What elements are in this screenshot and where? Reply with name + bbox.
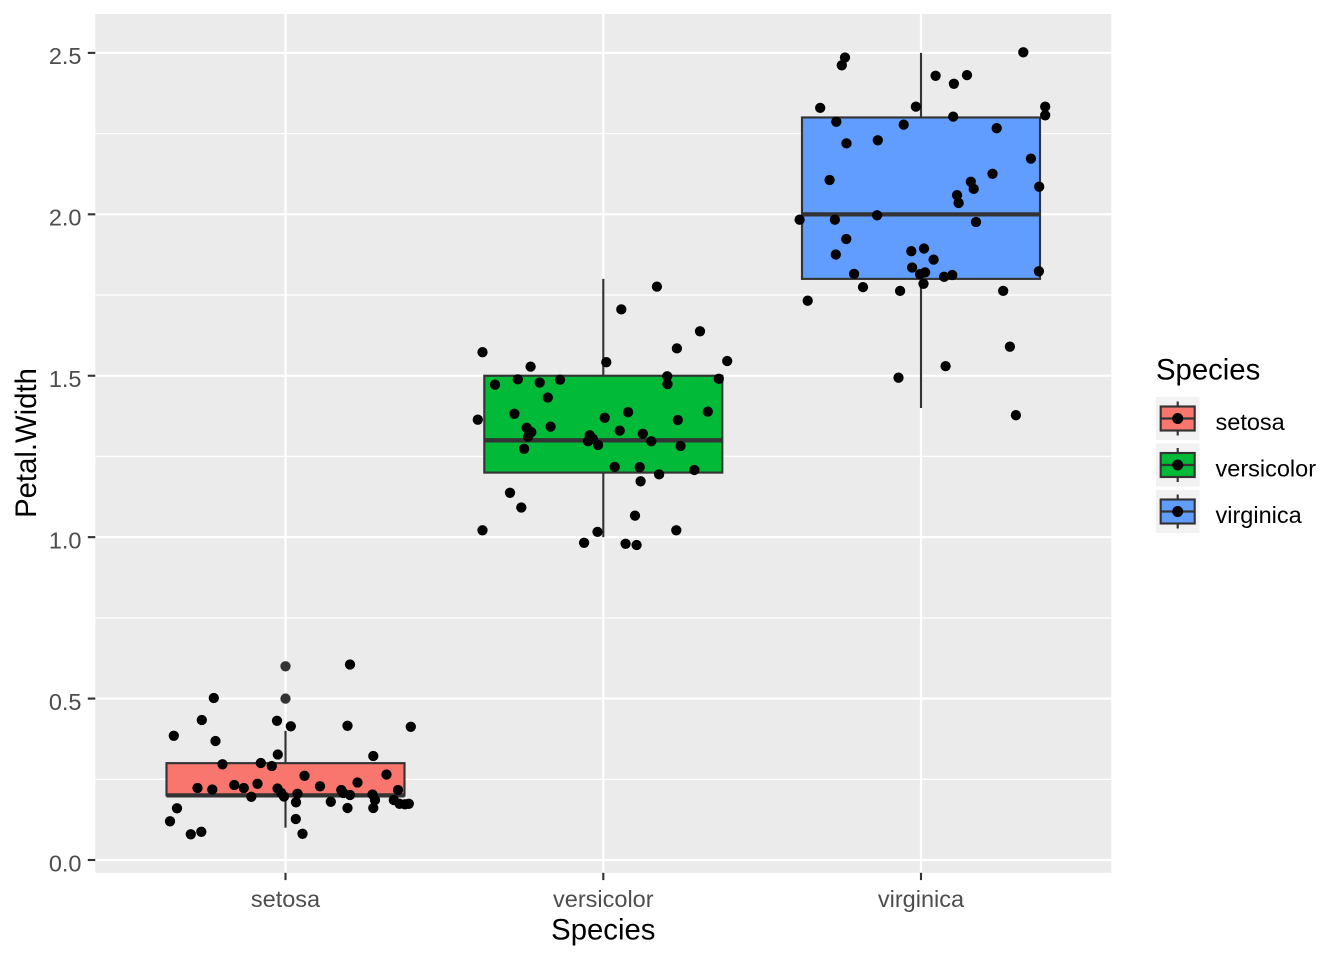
svg-text:versicolor: versicolor bbox=[1216, 455, 1317, 481]
svg-text:virginica: virginica bbox=[878, 886, 965, 912]
svg-text:setosa: setosa bbox=[1216, 409, 1286, 435]
svg-text:virginica: virginica bbox=[1216, 502, 1303, 528]
svg-text:1.5: 1.5 bbox=[49, 366, 82, 392]
svg-text:1.0: 1.0 bbox=[49, 527, 82, 553]
svg-text:0.0: 0.0 bbox=[49, 850, 82, 876]
svg-text:versicolor: versicolor bbox=[553, 886, 654, 912]
svg-text:0.5: 0.5 bbox=[49, 689, 82, 715]
svg-text:Species: Species bbox=[551, 914, 655, 947]
svg-text:Species: Species bbox=[1156, 354, 1260, 387]
svg-text:Petal.Width: Petal.Width bbox=[10, 368, 43, 518]
svg-text:2.0: 2.0 bbox=[49, 205, 82, 231]
svg-text:setosa: setosa bbox=[251, 886, 321, 912]
svg-text:2.5: 2.5 bbox=[49, 43, 82, 69]
